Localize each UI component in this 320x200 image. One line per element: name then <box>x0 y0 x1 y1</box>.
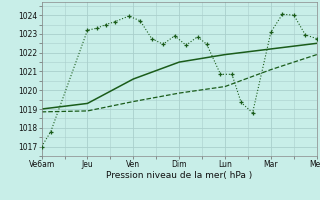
X-axis label: Pression niveau de la mer( hPa ): Pression niveau de la mer( hPa ) <box>106 171 252 180</box>
